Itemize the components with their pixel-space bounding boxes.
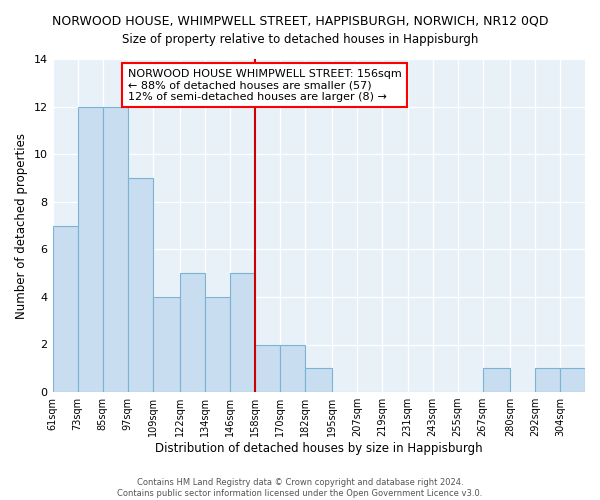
Bar xyxy=(128,178,153,392)
Text: Size of property relative to detached houses in Happisburgh: Size of property relative to detached ho… xyxy=(122,32,478,46)
Text: NORWOOD HOUSE WHIMPWELL STREET: 156sqm
← 88% of detached houses are smaller (57): NORWOOD HOUSE WHIMPWELL STREET: 156sqm ←… xyxy=(128,68,401,102)
Bar xyxy=(280,344,305,392)
Bar xyxy=(53,226,77,392)
Bar xyxy=(77,106,103,392)
Bar xyxy=(535,368,560,392)
Text: Contains HM Land Registry data © Crown copyright and database right 2024.
Contai: Contains HM Land Registry data © Crown c… xyxy=(118,478,482,498)
Bar xyxy=(180,273,205,392)
Bar xyxy=(153,297,180,392)
X-axis label: Distribution of detached houses by size in Happisburgh: Distribution of detached houses by size … xyxy=(155,442,482,455)
Bar xyxy=(103,106,128,392)
Y-axis label: Number of detached properties: Number of detached properties xyxy=(15,132,28,318)
Bar xyxy=(205,297,230,392)
Bar xyxy=(482,368,510,392)
Text: NORWOOD HOUSE, WHIMPWELL STREET, HAPPISBURGH, NORWICH, NR12 0QD: NORWOOD HOUSE, WHIMPWELL STREET, HAPPISB… xyxy=(52,15,548,28)
Bar xyxy=(560,368,585,392)
Bar xyxy=(255,344,280,392)
Bar xyxy=(230,273,255,392)
Bar xyxy=(305,368,332,392)
